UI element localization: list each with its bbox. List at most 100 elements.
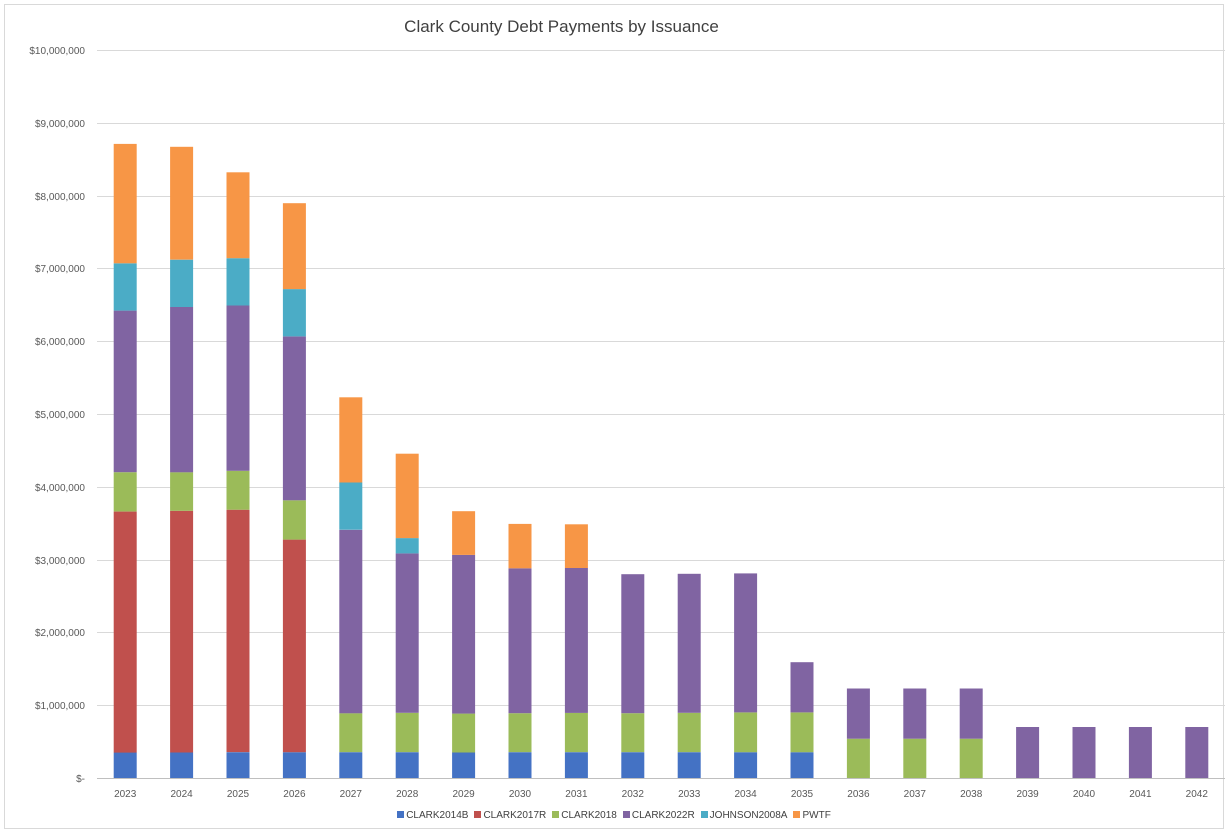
bar-clark2018-2025 (226, 470, 250, 510)
bar-clark2018-2033 (677, 712, 701, 753)
x-tick-label: 2025 (227, 789, 250, 800)
bar-clark2022r-2038 (959, 688, 983, 739)
x-tick-label: 2031 (565, 789, 588, 800)
bar-clark2022r-2030 (508, 568, 532, 714)
bar-clark2014b-2024 (170, 752, 194, 778)
x-tick-label: 2027 (340, 789, 363, 800)
bar-clark2022r-2034 (734, 573, 758, 713)
bar-clark2022r-2036 (846, 688, 870, 739)
bar-clark2022r-2028 (395, 553, 419, 713)
bar-clark2022r-2026 (282, 336, 306, 501)
bar-clark2014b-2031 (564, 752, 588, 778)
bar-clark2022r-2039 (1016, 727, 1040, 778)
bar-clark2018-2027 (339, 713, 363, 753)
bar-johnson2008a-2025 (226, 258, 250, 306)
bar-pwtf-2026 (282, 203, 306, 290)
chart-title: Clark County Debt Payments by Issuance (404, 17, 719, 36)
y-tick-label: $8,000,000 (35, 192, 85, 203)
x-tick-label: 2028 (396, 789, 419, 800)
x-tick-label: 2024 (170, 789, 193, 800)
y-tick-label: $5,000,000 (35, 410, 85, 421)
bar-clark2022r-2031 (564, 568, 588, 713)
y-axis-tick-labels: $- $1,000,000 $2,000,000 $3,000,000 $4,000,0… (29, 46, 85, 785)
bar-clark2018-2023 (113, 472, 137, 512)
bar-johnson2008a-2024 (170, 259, 194, 307)
bar-clark2018-2030 (508, 713, 532, 753)
legend-swatch (552, 811, 560, 818)
bar-pwtf-2023 (113, 143, 137, 264)
bar-clark2014b-2029 (452, 752, 476, 778)
bar-clark2022r-2035 (790, 662, 814, 713)
legend-label: CLARK2017R (483, 810, 547, 821)
x-tick-label: 2035 (791, 789, 814, 800)
y-tick-label: $10,000,000 (29, 46, 85, 57)
legend-label: JOHNSON2008A (709, 810, 788, 821)
bar-clark2014b-2035 (790, 752, 814, 778)
chart-frame (4, 4, 1224, 829)
bar-clark2018-2036 (846, 738, 870, 778)
bar-pwtf-2028 (395, 453, 419, 539)
legend-item: CLARK2022R (622, 810, 695, 821)
legend-label: PWTF (802, 810, 831, 821)
y-tick-label: $4,000,000 (35, 483, 85, 494)
y-tick-label: $1,000,000 (35, 701, 85, 712)
bar-clark2022r-2037 (903, 688, 927, 739)
x-tick-label: 2042 (1186, 789, 1209, 800)
bar-johnson2008a-2027 (339, 482, 363, 530)
legend-swatch (793, 811, 801, 818)
y-tick-label: $9,000,000 (35, 119, 85, 130)
legend-label: CLARK2018 (561, 810, 617, 821)
bar-clark2017r-2023 (113, 511, 137, 753)
x-tick-label: 2038 (960, 789, 983, 800)
bar-johnson2008a-2028 (395, 538, 419, 554)
bar-clark2022r-2025 (226, 305, 250, 471)
bar-clark2014b-2025 (226, 752, 250, 778)
bar-clark2018-2026 (282, 500, 306, 540)
bar-pwtf-2025 (226, 172, 250, 259)
legend-swatch (622, 811, 630, 818)
bar-clark2022r-2027 (339, 529, 363, 714)
bar-johnson2008a-2026 (282, 289, 306, 337)
gridlines (97, 50, 1225, 779)
bar-clark2022r-2041 (1128, 727, 1152, 778)
bar-clark2014b-2026 (282, 752, 306, 778)
bar-pwtf-2031 (564, 524, 588, 568)
legend-swatch (474, 811, 482, 818)
bar-clark2018-2028 (395, 712, 419, 753)
bar-clark2017r-2026 (282, 539, 306, 753)
bar-pwtf-2029 (452, 511, 476, 555)
bar-clark2014b-2033 (677, 752, 701, 778)
bar-clark2022r-2040 (1072, 727, 1096, 778)
y-tick-label: $2,000,000 (35, 628, 85, 639)
x-tick-label: 2029 (452, 789, 475, 800)
y-tick-label: $3,000,000 (35, 556, 85, 567)
bar-clark2018-2037 (903, 738, 927, 778)
y-tick-label: $6,000,000 (35, 337, 85, 348)
x-tick-label: 2032 (622, 789, 645, 800)
x-tick-label: 2023 (114, 789, 137, 800)
y-tick-label: $- (76, 774, 85, 785)
bar-clark2018-2038 (959, 738, 983, 778)
legend-item: CLARK2017R (474, 810, 546, 821)
bar-pwtf-2030 (508, 523, 532, 569)
bar-clark2018-2032 (621, 713, 645, 753)
bar-clark2022r-2029 (452, 554, 476, 714)
x-tick-label: 2039 (1016, 789, 1039, 800)
x-tick-label: 2033 (678, 789, 701, 800)
bar-clark2018-2035 (790, 712, 814, 753)
bar-clark2017r-2024 (170, 510, 194, 753)
legend-swatch (397, 811, 405, 818)
bar-clark2014b-2030 (508, 752, 532, 778)
bar-clark2014b-2028 (395, 752, 419, 778)
bar-pwtf-2024 (170, 146, 194, 260)
legend-label: CLARK2014B (406, 810, 469, 821)
bar-clark2022r-2024 (170, 307, 194, 473)
x-tick-label: 2037 (904, 789, 927, 800)
legend-item: JOHNSON2008A (700, 810, 788, 821)
y-tick-label: $7,000,000 (35, 264, 85, 275)
legend: CLARK2014B CLARK2017R CLARK2018 CLARK2022R J… (0, 810, 1228, 821)
x-tick-label: 2030 (509, 789, 532, 800)
bar-clark2018-2029 (452, 713, 476, 753)
x-tick-label: 2026 (283, 789, 306, 800)
